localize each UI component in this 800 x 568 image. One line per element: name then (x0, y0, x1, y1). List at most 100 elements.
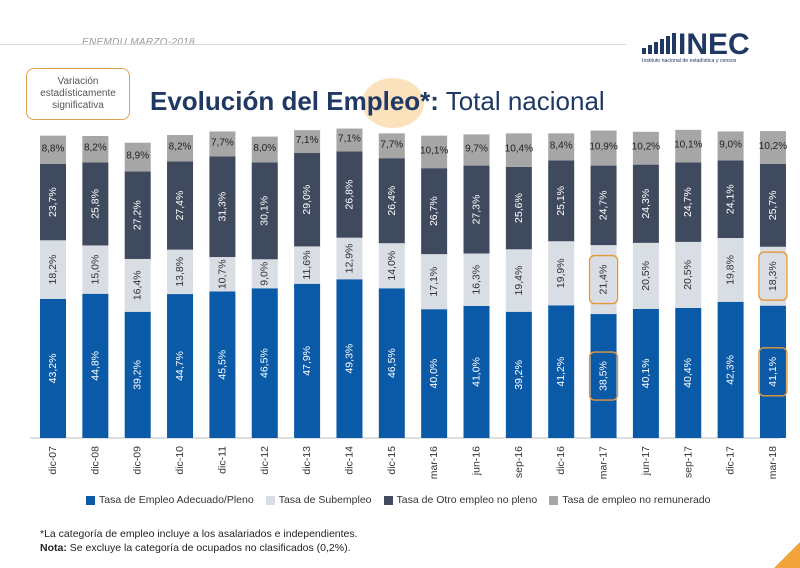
data-label: 21,4% (598, 265, 610, 295)
corner-decoration (774, 542, 800, 568)
footnote-note-text: Se excluye la categoría de ocupados no c… (66, 542, 351, 554)
data-label: 18,2% (47, 255, 59, 285)
bar-segment (209, 291, 236, 438)
bar-segment (294, 283, 321, 438)
bar-segment (378, 243, 405, 289)
data-label: 27,4% (174, 191, 186, 221)
bar-segment (124, 142, 151, 172)
data-label: 46,5% (259, 348, 271, 378)
data-label: 39,2% (513, 360, 525, 390)
footnote-note: Nota: Se excluye la categoría de ocupado… (40, 542, 351, 554)
bar-segment (463, 134, 490, 166)
data-label: 43,2% (47, 354, 59, 384)
chart-legend: Tasa de Empleo Adecuado/Pleno Tasa de Sub… (86, 494, 710, 506)
legend-swatch (383, 495, 393, 505)
legend-label: Tasa de Empleo Adecuado/Pleno (99, 494, 254, 506)
data-label: 10,1% (420, 145, 448, 156)
bar-segment (40, 135, 66, 164)
bar-segment (759, 305, 786, 438)
footnote-category: *La categoría de empleo incluye a los as… (40, 528, 358, 540)
significance-highlight (588, 351, 619, 401)
category-label: dic-14 (343, 446, 355, 475)
data-label: 18,3% (767, 261, 779, 291)
category-label: mar-17 (598, 446, 610, 479)
bar-segment (675, 241, 702, 308)
data-label: 27,2% (132, 200, 144, 230)
category-label: dic-09 (132, 446, 144, 475)
data-label: 16,3% (471, 265, 483, 295)
data-label: 27,3% (471, 195, 483, 225)
data-label: 24,3% (640, 189, 652, 219)
data-label: 20,5% (640, 261, 652, 291)
data-label: 12,9% (343, 244, 355, 274)
bar-segment (336, 237, 363, 280)
header-divider (0, 44, 626, 45)
category-label: dic-16 (555, 446, 567, 475)
title-bold: Evolución del Empleo*: (150, 86, 439, 116)
category-label: dic-10 (174, 446, 186, 475)
data-label: 45,5% (216, 350, 228, 380)
title-decoration (362, 78, 424, 128)
bar-segment (167, 134, 194, 162)
bar-segment (251, 136, 278, 163)
bar-segment (421, 135, 448, 169)
bar-segment (632, 242, 659, 309)
bar-segment (40, 240, 66, 299)
data-label: 41,1% (767, 357, 779, 387)
bar-segment (294, 153, 321, 247)
data-label: 31,3% (216, 192, 228, 222)
bar-segment (548, 241, 575, 306)
footnote-note-label: Nota: (40, 542, 67, 554)
page-title: Evolución del Empleo*: Total nacional (150, 86, 605, 117)
employment-chart: 43,2% 18,2% 23,7% 8,8% dic-07 44,8% 15,0% 25,8%… (30, 128, 788, 479)
data-label: 14,0% (386, 251, 398, 281)
data-label: 24,1% (725, 184, 737, 214)
bar-segment (548, 160, 575, 242)
data-label: 25,1% (555, 186, 567, 216)
bar-segment (675, 162, 702, 242)
data-label: 26,8% (343, 180, 355, 210)
data-label: 8,2% (169, 142, 192, 153)
bar-segment (759, 131, 786, 164)
bar-segment (421, 309, 448, 438)
bar-segment (167, 294, 194, 438)
category-label: dic-11 (216, 446, 228, 474)
data-label: 10,2% (759, 141, 787, 152)
bar-segment (590, 130, 617, 166)
data-label: 25,7% (767, 190, 779, 220)
data-label: 44,8% (89, 351, 101, 381)
bar-segment (40, 298, 66, 438)
bar-segment (463, 253, 490, 306)
data-label: 24,7% (682, 187, 694, 217)
legend-item: Tasa de Empleo Adecuado/Pleno (86, 494, 254, 506)
category-label: jun-17 (640, 446, 652, 476)
bar-segment (336, 128, 363, 152)
category-label: mar-18 (767, 446, 779, 479)
bar-segment (294, 246, 321, 284)
category-label: sep-16 (513, 446, 525, 478)
inec-logo: INEC Instituto nacional de estadística y… (642, 28, 750, 64)
category-label: dic-17 (725, 446, 737, 475)
data-label: 30,1% (259, 196, 271, 226)
bar-segment (82, 135, 109, 163)
data-label: 11,6% (301, 251, 313, 280)
data-label: 26,7% (428, 196, 440, 226)
data-label: 10,1% (674, 140, 702, 151)
bar-segment (209, 156, 236, 258)
data-label: 9,0% (719, 139, 742, 150)
bar-segment (124, 171, 151, 259)
bar-segment (717, 131, 744, 161)
data-label: 19,8% (725, 255, 737, 285)
data-label: 19,9% (555, 258, 567, 288)
legend-swatch (86, 495, 95, 505)
bar-segment (675, 129, 702, 163)
data-label: 40,0% (428, 359, 440, 389)
bar-segment (675, 307, 702, 438)
data-label: 40,1% (640, 359, 652, 389)
logo-tagline: Instituto nacional de estadística y cens… (642, 58, 737, 64)
category-label: dic-15 (386, 446, 398, 475)
data-label: 39,2% (132, 360, 144, 390)
data-label: 7,1% (338, 133, 361, 144)
bar-segment (167, 161, 194, 250)
data-label: 41,2% (555, 357, 567, 387)
